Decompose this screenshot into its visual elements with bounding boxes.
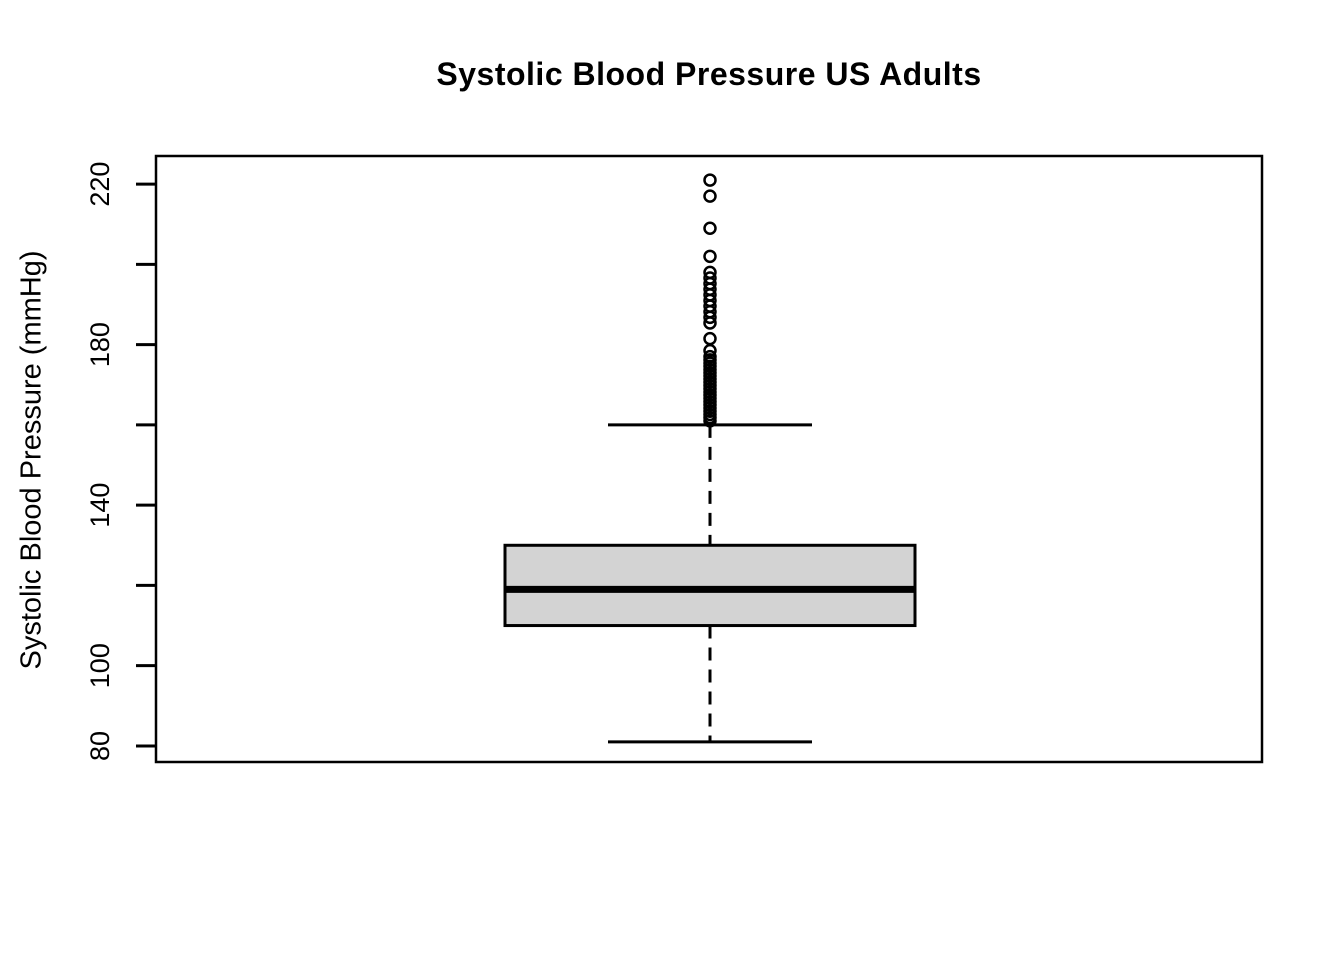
outlier-point [703, 310, 717, 325]
y-tick-label: 180 [85, 322, 115, 367]
outlier-point [703, 343, 717, 358]
y-tick-label: 140 [85, 483, 115, 528]
outlier-point [703, 316, 717, 330]
y-tick-label: 100 [85, 643, 115, 688]
iqr-box [503, 543, 917, 628]
chart-title: Systolic Blood Pressure US Adults [436, 56, 982, 92]
outlier-point [703, 414, 717, 428]
y-tick-label: 80 [85, 731, 115, 761]
outlier-point [703, 331, 717, 346]
y-tick-label: 220 [85, 162, 115, 207]
outlier-point [703, 249, 717, 264]
outlier-point [703, 221, 717, 235]
outlier-point [703, 173, 717, 187]
plot-border [154, 154, 1264, 764]
outlier-point [703, 189, 717, 203]
